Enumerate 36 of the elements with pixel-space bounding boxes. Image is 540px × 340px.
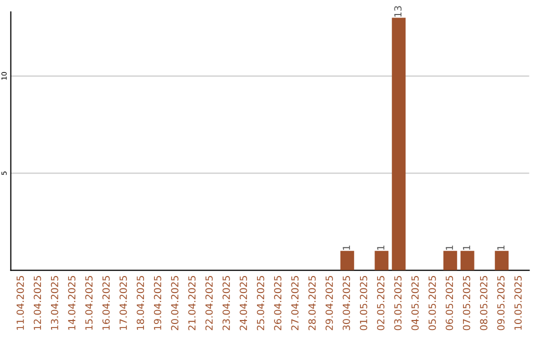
x-tick-label: 21.04.2025 xyxy=(188,276,196,330)
x-tick-label: 17.04.2025 xyxy=(120,276,127,330)
x-tick-label: 30.04.2025 xyxy=(342,276,350,330)
x-tick-label: 06.05.2025 xyxy=(446,276,454,330)
x-tick-label: 15.04.2025 xyxy=(85,276,93,330)
x-tick-label: 03.05.2025 xyxy=(394,276,402,330)
x-tick-label: 22.04.2025 xyxy=(205,276,213,330)
x-tick-label: 23.04.2025 xyxy=(222,276,230,330)
x-tick-label: 04.05.2025 xyxy=(411,276,419,330)
x-tick-label: 07.05.2025 xyxy=(462,276,470,330)
x-tick-label: 12.04.2025 xyxy=(34,276,42,330)
x-tick-label: 01.05.2025 xyxy=(360,276,368,330)
data-label: 1 xyxy=(377,246,384,250)
data-label: 1 xyxy=(342,246,350,250)
x-tick-label: 28.04.2025 xyxy=(308,276,316,330)
x-tick-label: 16.04.2025 xyxy=(102,276,110,330)
x-tick-label: 08.05.2025 xyxy=(480,276,488,330)
x-tick-label: 10.05.2025 xyxy=(514,276,522,330)
x-tick-label: 26.04.2025 xyxy=(274,276,282,330)
x-tick-label: 24.04.2025 xyxy=(240,276,248,330)
data-label: 13 xyxy=(394,6,402,17)
x-tick-label: 14.04.2025 xyxy=(68,276,76,330)
x-tick-label: 05.05.2025 xyxy=(428,276,436,330)
x-tick-label: 02.05.2025 xyxy=(377,276,384,330)
x-tick-label: 29.04.2025 xyxy=(326,276,333,330)
x-tick-label: 13.04.2025 xyxy=(50,276,58,330)
x-tick-label: 20.04.2025 xyxy=(171,276,178,330)
x-tick-label: 09.05.2025 xyxy=(497,276,505,330)
data-label: 1 xyxy=(446,246,453,250)
data-label: 1 xyxy=(463,246,470,250)
x-tick-label: 18.04.2025 xyxy=(136,276,144,330)
x-tick-label: 25.04.2025 xyxy=(256,276,264,330)
x-tick-label: 27.04.2025 xyxy=(291,276,299,330)
data-label: 1 xyxy=(497,246,504,250)
x-tick-label: 11.04.2025 xyxy=(16,276,24,330)
x-tick-label: 19.04.2025 xyxy=(154,276,162,330)
